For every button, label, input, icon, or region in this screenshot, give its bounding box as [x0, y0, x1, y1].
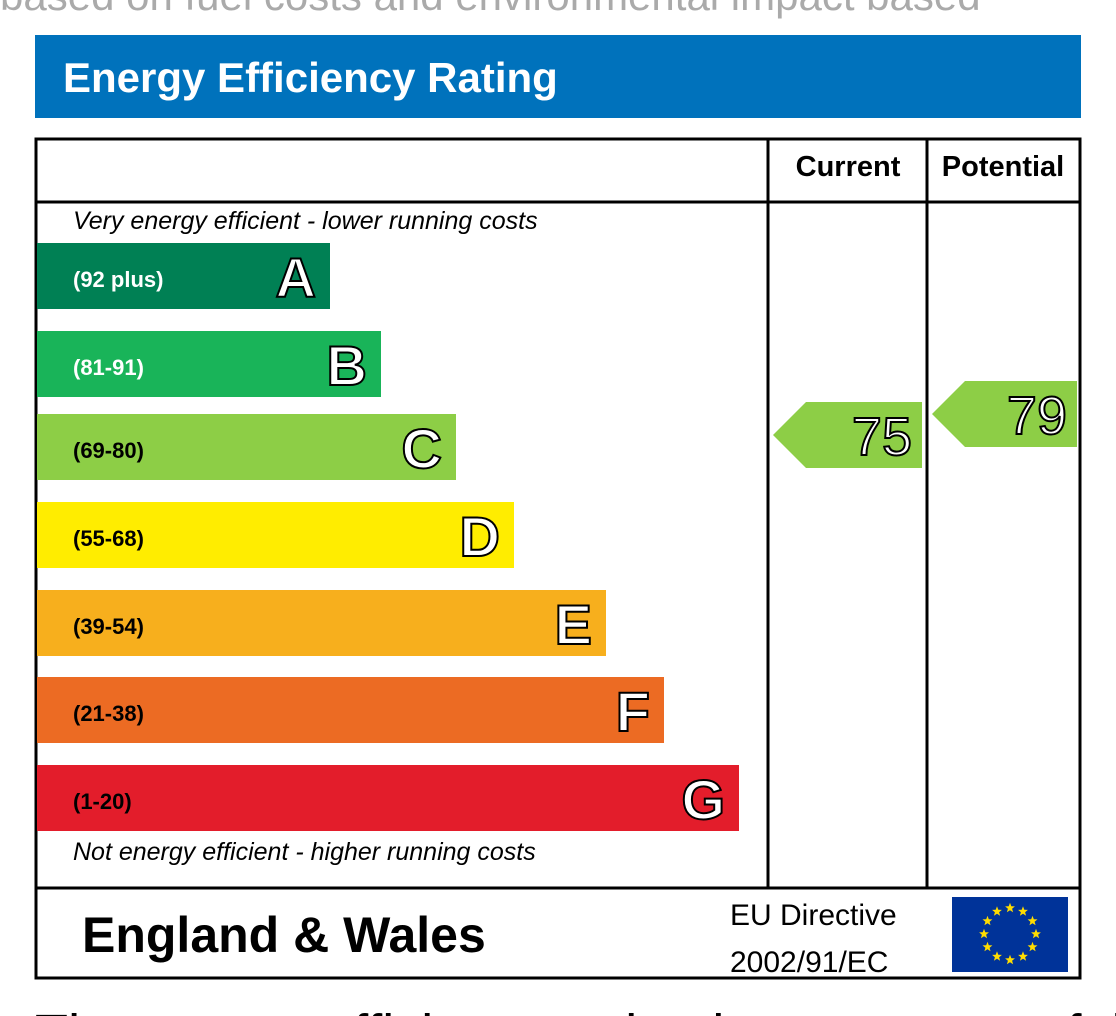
eu-star	[982, 915, 993, 926]
band-letter: F	[616, 680, 650, 743]
eu-star	[1018, 951, 1028, 961]
band-range: (39-54)	[73, 614, 144, 639]
band-letter: D	[460, 505, 500, 568]
band-letter: G	[681, 768, 725, 831]
eu-star	[1005, 954, 1015, 965]
band-range: (1-20)	[73, 789, 132, 814]
potential-arrow	[932, 381, 1077, 447]
current-value: 75	[852, 407, 912, 467]
eu-star	[1027, 941, 1038, 952]
column-header: Potential	[942, 151, 1064, 183]
top-note: Very energy efficient - lower running co…	[73, 207, 538, 235]
eu-star	[982, 941, 993, 952]
region: England & Wales	[82, 907, 486, 963]
band-range: (21-38)	[73, 701, 144, 726]
band-letter: A	[276, 246, 316, 309]
band-bar	[37, 243, 330, 309]
band-range: (92 plus)	[73, 267, 163, 292]
band-bar	[37, 677, 664, 743]
cropped-top-text: based on fuel costs and environmental im…	[0, 0, 981, 19]
table-frame	[34, 137, 1082, 980]
ratings: 75 79	[773, 381, 1077, 468]
header-title: Energy Efficiency Rating	[63, 54, 558, 101]
eu-star	[979, 928, 989, 939]
eu-star	[992, 951, 1002, 961]
current-arrow	[773, 402, 922, 468]
eu-star	[1005, 902, 1015, 913]
band-range: (55-68)	[73, 526, 144, 551]
band-letter: E	[555, 593, 592, 656]
band-bar	[37, 765, 739, 831]
band-bar	[37, 590, 606, 656]
eu-star	[1027, 915, 1038, 926]
bottom-note: Not energy efficient - higher running co…	[73, 838, 536, 866]
band-bar	[37, 502, 514, 568]
bands: (92 plus) A (81-91) B (69-80) C (55-68) D (39-54…	[37, 243, 739, 832]
column-header: Current	[796, 151, 901, 183]
potential-value: 79	[1007, 386, 1067, 446]
band-letter: C	[402, 417, 442, 480]
band-range: (69-80)	[73, 438, 144, 463]
band-bar	[37, 414, 456, 480]
eu-star	[1031, 928, 1041, 939]
band-bar	[37, 331, 381, 397]
band-range: (81-91)	[73, 355, 144, 380]
eu-star	[992, 906, 1002, 916]
band-letter: B	[327, 334, 367, 397]
eu-stars	[979, 902, 1041, 965]
directive: 2002/91/EC	[730, 946, 888, 979]
cropped-bottom-text: The energy efficiency rating is a measur…	[35, 1004, 1116, 1016]
header-bar	[35, 35, 1081, 118]
directive: EU Directive	[730, 899, 897, 932]
eu-star	[1018, 906, 1028, 916]
